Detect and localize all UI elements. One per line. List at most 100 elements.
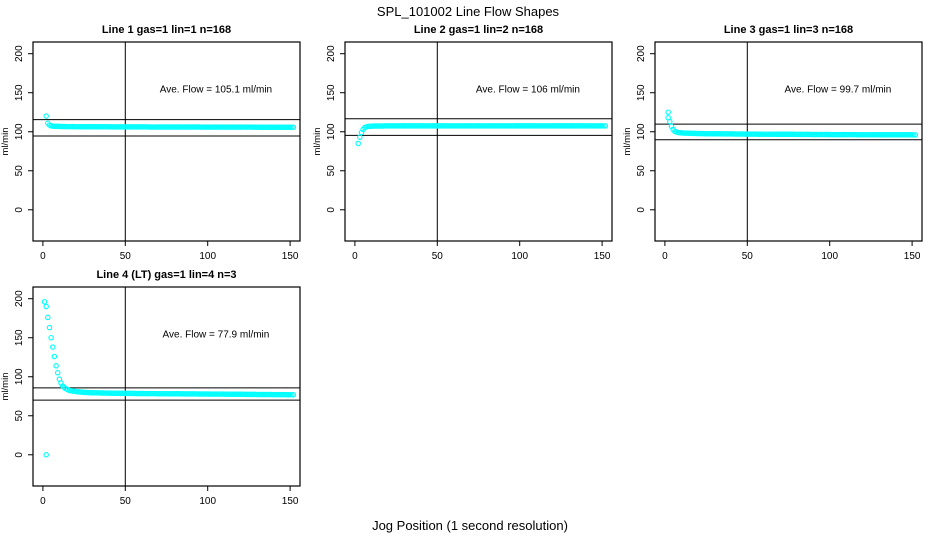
flow-point — [554, 123, 561, 129]
flow-point — [572, 123, 579, 129]
flow-point — [787, 131, 793, 138]
flow-point — [185, 391, 191, 397]
flow-point — [793, 131, 800, 138]
x-tick-label: 150 — [904, 251, 921, 262]
flow-point — [43, 113, 49, 119]
flow-point — [490, 123, 497, 129]
flow-point — [906, 132, 912, 138]
flow-point — [188, 124, 194, 130]
flow-point — [198, 391, 204, 397]
flow-point — [181, 124, 188, 130]
flow-point — [43, 303, 49, 310]
flow-point — [264, 391, 270, 398]
data-points — [43, 113, 297, 130]
flow-point — [442, 123, 449, 129]
flow-point — [223, 124, 229, 130]
flow-point — [882, 132, 889, 138]
y-tick-label: 200 — [636, 45, 647, 62]
flow-point — [257, 391, 264, 398]
flow-point — [284, 391, 290, 398]
flow-point — [201, 124, 208, 130]
y-tick-label: 100 — [636, 123, 647, 140]
plot-box — [654, 41, 923, 242]
flow-point — [721, 131, 727, 137]
flow-point — [704, 130, 711, 137]
flow-point — [418, 123, 424, 129]
flow-point — [54, 370, 61, 376]
flow-point — [112, 124, 119, 130]
flow-point — [171, 124, 178, 130]
flow-point — [219, 124, 226, 130]
flow-point — [45, 314, 51, 321]
flow-point — [845, 131, 851, 138]
flow-point — [216, 391, 222, 397]
flow-point — [835, 131, 841, 138]
flow-point — [424, 123, 431, 129]
flow-point — [465, 123, 472, 129]
x-tick-label: 150 — [282, 496, 299, 507]
flow-point — [731, 131, 737, 137]
flow-point — [124, 124, 130, 130]
flow-point — [724, 131, 731, 137]
flow-point — [528, 123, 534, 129]
flow-point — [388, 123, 394, 129]
x-tick-label: 150 — [594, 251, 611, 262]
flow-point — [284, 124, 290, 130]
flow-point — [686, 130, 693, 137]
flow-point — [838, 131, 844, 138]
y-tick-label: 50 — [326, 165, 337, 177]
x-tick-label: 100 — [199, 251, 216, 262]
flow-point — [892, 132, 899, 138]
flow-point — [246, 391, 252, 398]
flow-point — [168, 391, 175, 397]
flow-point — [48, 334, 54, 341]
flow-point — [260, 391, 267, 398]
flow-point — [355, 140, 361, 147]
flow-point — [394, 123, 401, 129]
flow-point — [480, 123, 487, 129]
flow-point — [147, 124, 153, 130]
flow-point — [452, 123, 459, 129]
flow-point — [209, 124, 216, 130]
flow-point — [477, 123, 483, 129]
flow-point — [232, 391, 239, 398]
flow-point — [582, 123, 589, 129]
flow-point — [579, 123, 586, 129]
flow-point — [191, 124, 198, 130]
flow-point — [599, 123, 605, 129]
flow-point — [274, 391, 280, 398]
flow-point — [586, 123, 592, 129]
flow-point — [879, 132, 886, 138]
panel-line-2: 0 50 100 150 0 50 100 150 200 ml/min Line 2 gas=1 … — [312, 24, 613, 262]
flow-point — [421, 123, 427, 129]
flow-point — [449, 123, 455, 129]
flow-point — [841, 131, 848, 138]
x-tick-label: 0 — [662, 251, 668, 262]
data-points — [355, 123, 609, 147]
flow-point — [711, 131, 718, 137]
flow-point — [558, 123, 564, 129]
flow-point — [43, 452, 49, 458]
flow-point — [861, 131, 868, 138]
flow-point — [232, 124, 239, 130]
ave-flow-annotation: Ave. Flow = 106 ml/min — [476, 85, 580, 96]
flow-point — [373, 123, 380, 129]
flow-point — [813, 131, 820, 138]
panels: 0 50 100 150 0 50 100 150 200 ml/min Line 1 gas=1 … — [0, 24, 923, 507]
flow-point — [896, 132, 902, 138]
flow-point — [521, 123, 528, 129]
flow-point — [254, 124, 260, 130]
flow-point — [459, 123, 465, 129]
flow-point — [909, 132, 915, 138]
flow-point — [531, 123, 538, 129]
flow-point — [714, 131, 721, 137]
flow-point — [569, 123, 576, 129]
flow-point — [175, 124, 181, 130]
flow-point — [742, 131, 749, 137]
panel-line-4: 0 50 100 150 0 50 100 150 200 ml/min Line 4 (LT) g… — [0, 269, 301, 507]
flow-point — [848, 131, 854, 138]
panel-title: Line 2 gas=1 lin=2 n=168 — [414, 24, 543, 36]
flow-point — [535, 123, 541, 129]
